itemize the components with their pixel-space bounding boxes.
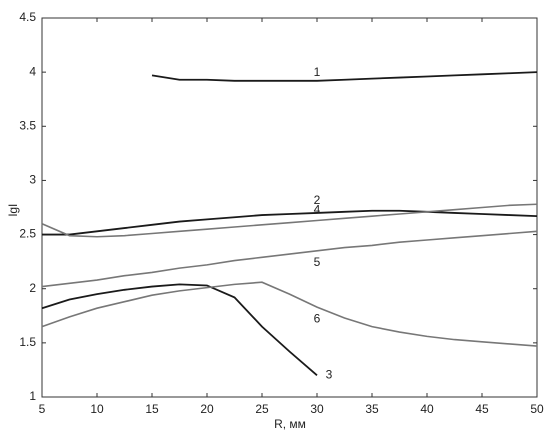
plot-frame xyxy=(41,17,538,398)
y-tick-label: 2.5 xyxy=(19,227,36,241)
y-tick-label: 3.5 xyxy=(19,118,36,132)
series-line xyxy=(41,230,538,288)
x-axis-label: R, мм xyxy=(274,417,306,431)
series-label: 2 xyxy=(314,193,321,207)
y-tick-label: 3 xyxy=(29,173,36,187)
y-tick-label: 1 xyxy=(29,389,36,403)
x-tick-label: 15 xyxy=(145,402,159,416)
y-axis-label: lgI xyxy=(6,204,20,217)
series-line xyxy=(151,71,538,82)
y-tick-label: 4 xyxy=(29,64,36,78)
x-tick-label: 25 xyxy=(255,402,269,416)
y-tick-label: 4.5 xyxy=(19,10,36,24)
x-tick-label: 20 xyxy=(200,402,214,416)
series-line xyxy=(41,281,538,347)
x-tick-label: 40 xyxy=(420,402,434,416)
x-tick-label: 35 xyxy=(365,402,379,416)
y-tick-label: 1.5 xyxy=(19,335,36,349)
series-label: 5 xyxy=(314,255,321,269)
x-tick-label: 50 xyxy=(530,402,544,416)
series-label: 1 xyxy=(314,65,321,79)
series-label: 6 xyxy=(314,311,321,325)
series-label: 3 xyxy=(326,368,333,382)
y-tick-label: 2 xyxy=(29,281,36,295)
series-line xyxy=(41,203,538,238)
x-tick-label: 30 xyxy=(310,402,324,416)
x-tick-label: 45 xyxy=(475,402,489,416)
series-line xyxy=(41,283,318,377)
series-label: 4 xyxy=(314,203,321,217)
x-tick-label: 5 xyxy=(39,402,46,416)
x-tick-label: 10 xyxy=(90,402,104,416)
series-line xyxy=(42,209,538,236)
